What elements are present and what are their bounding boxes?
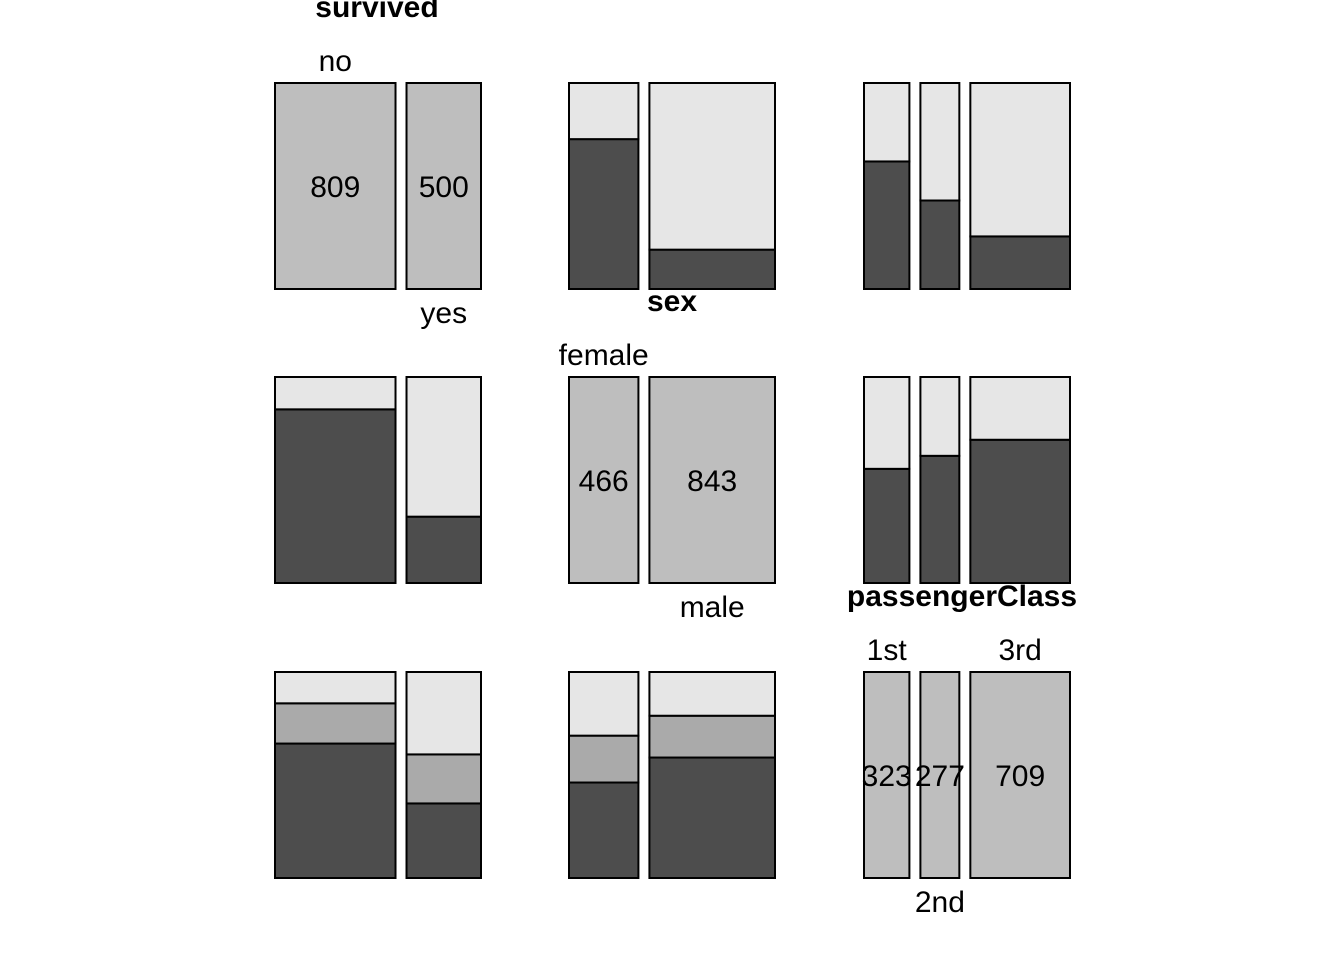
panel-survived-sex-col1-seg1 (648, 82, 777, 251)
diag-passengerClass-bar-2nd (919, 671, 961, 879)
panel-class-sex-col1-seg2 (648, 671, 777, 717)
diag-survived-level-no: no (319, 45, 352, 78)
diag-survived-bar-yes (405, 82, 482, 290)
panel-class-sex-col1-seg0 (648, 756, 777, 880)
panel-sex-class-col2-seg0 (969, 438, 1071, 584)
panel-class-survived-col1-seg1 (405, 753, 482, 805)
panel-sex-survived-col0-seg0 (274, 408, 397, 584)
panel-survived-class-col1-seg1 (919, 82, 961, 202)
panel-survived-sex-col0-seg0 (568, 138, 640, 290)
diag-passengerClass-title: passengerClass (847, 580, 1077, 613)
panel-survived-class-col0-seg0 (863, 160, 911, 290)
diag-passengerClass-count-1st: 323 (862, 760, 912, 793)
diag-sex-bar-female (568, 376, 640, 584)
diag-passengerClass-count-2nd: 277 (915, 760, 965, 793)
diag-survived-count-no: 809 (310, 171, 360, 204)
panel-class-survived-col0-seg2 (274, 671, 397, 705)
diag-passengerClass-level-3rd: 3rd (998, 634, 1041, 667)
diag-survived-level-yes: yes (420, 297, 467, 330)
diag-survived-title: survived (315, 0, 438, 24)
panel-sex-class-col1-seg0 (919, 454, 961, 584)
panel-class-sex-col0-seg2 (568, 671, 640, 737)
diag-survived-count-yes: 500 (419, 171, 469, 204)
diag-sex-bar-male (648, 376, 777, 584)
diag-sex-count-female: 466 (579, 465, 629, 498)
diag-passengerClass-bar-1st (863, 671, 911, 879)
diag-sex-count-male: 843 (687, 465, 737, 498)
diag-sex-level-female: female (559, 339, 649, 372)
panel-sex-class-col0-seg0 (863, 467, 911, 585)
panel-class-sex-col1-seg1 (648, 714, 777, 759)
diag-passengerClass-level-2nd: 2nd (915, 886, 965, 919)
diag-passengerClass-count-3rd: 709 (995, 760, 1045, 793)
diag-passengerClass-level-1st: 1st (867, 634, 908, 667)
panel-sex-class-col1-seg1 (919, 376, 961, 457)
panel-class-sex-col0-seg1 (568, 734, 640, 784)
panel-survived-class-col2-seg1 (969, 82, 1071, 238)
panel-sex-class-col2-seg1 (969, 376, 1071, 441)
diag-passengerClass-bar-3rd (969, 671, 1071, 879)
panel-survived-class-col0-seg1 (863, 82, 911, 163)
panel-class-survived-col0-seg1 (274, 702, 397, 745)
diag-survived-bar-no (274, 82, 397, 290)
panel-survived-sex-col0-seg1 (568, 82, 640, 141)
panel-class-survived-col1-seg0 (405, 802, 482, 879)
panel-sex-survived-col1-seg0 (405, 515, 482, 585)
panel-class-sex-col0-seg0 (568, 781, 640, 879)
diag-sex-title: sex (647, 285, 697, 318)
panel-sex-survived-col1-seg1 (405, 376, 482, 518)
panel-survived-sex-col1-seg0 (648, 248, 777, 291)
panel-sex-class-col0-seg1 (863, 376, 911, 470)
panel-class-survived-col1-seg2 (405, 671, 482, 756)
diag-sex-level-male: male (680, 591, 745, 624)
panel-survived-class-col2-seg0 (969, 235, 1071, 290)
panel-class-survived-col0-seg0 (274, 742, 397, 880)
panel-survived-class-col1-seg0 (919, 199, 961, 290)
panel-sex-survived-col0-seg1 (274, 376, 397, 411)
